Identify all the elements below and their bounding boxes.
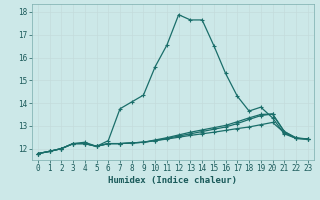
X-axis label: Humidex (Indice chaleur): Humidex (Indice chaleur) (108, 176, 237, 185)
